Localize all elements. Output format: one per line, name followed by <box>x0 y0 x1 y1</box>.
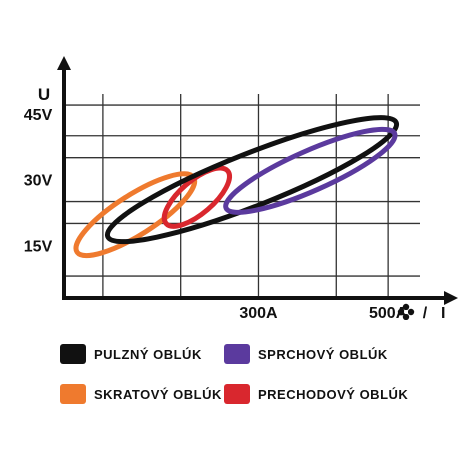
welding-arc-chart: 15V 30V 45V 300A 500A U / I <box>24 56 458 320</box>
legend-item-pulse: PULZNÝ OBLÚK <box>60 344 202 364</box>
arc-ellipses <box>73 115 400 259</box>
legend-label-transition: PRECHODOVÝ OBLÚK <box>258 386 409 402</box>
ellipse-prechodov-obl-k <box>161 165 232 229</box>
ellipse-skratov-obl-k <box>73 171 198 259</box>
current-icon <box>397 303 415 320</box>
y-axis-label: U <box>38 85 50 104</box>
y-tick-label: 30V <box>24 173 53 190</box>
y-tick-label: 15V <box>24 238 53 255</box>
legend-label-pulse: PULZNÝ OBLÚK <box>94 346 202 362</box>
axes <box>57 56 458 305</box>
ellipse-pulzn-obl-k <box>104 115 400 245</box>
legend: PULZNÝ OBLÚK SPRCHOVÝ OBLÚK SKRATOVÝ OBL… <box>0 330 474 470</box>
y-axis-arrow <box>57 56 71 70</box>
x-tick-label: 500A <box>369 305 408 320</box>
legend-label-spray: SPRCHOVÝ OBLÚK <box>258 346 388 362</box>
legend-swatch-spray <box>224 344 250 364</box>
legend-item-spray: SPRCHOVÝ OBLÚK <box>224 344 388 364</box>
legend-item-transition: PRECHODOVÝ OBLÚK <box>224 384 408 404</box>
ellipse-sprchov-obl-k <box>223 126 398 215</box>
x-axis-arrow <box>444 291 458 305</box>
grid <box>64 94 420 298</box>
legend-swatch-pulse <box>60 344 86 364</box>
tick-labels: 15V 30V 45V 300A 500A <box>24 107 408 320</box>
legend-swatch-transition <box>224 384 250 404</box>
legend-label-short: SKRATOVÝ OBLÚK <box>94 386 222 402</box>
x-tick-label: 300A <box>239 305 278 320</box>
x-axis-slash: / <box>423 305 428 320</box>
legend-item-short: SKRATOVÝ OBLÚK <box>60 384 222 404</box>
legend-swatch-short <box>60 384 86 404</box>
x-axis-label: I <box>441 305 445 320</box>
y-tick-label: 45V <box>24 107 53 124</box>
